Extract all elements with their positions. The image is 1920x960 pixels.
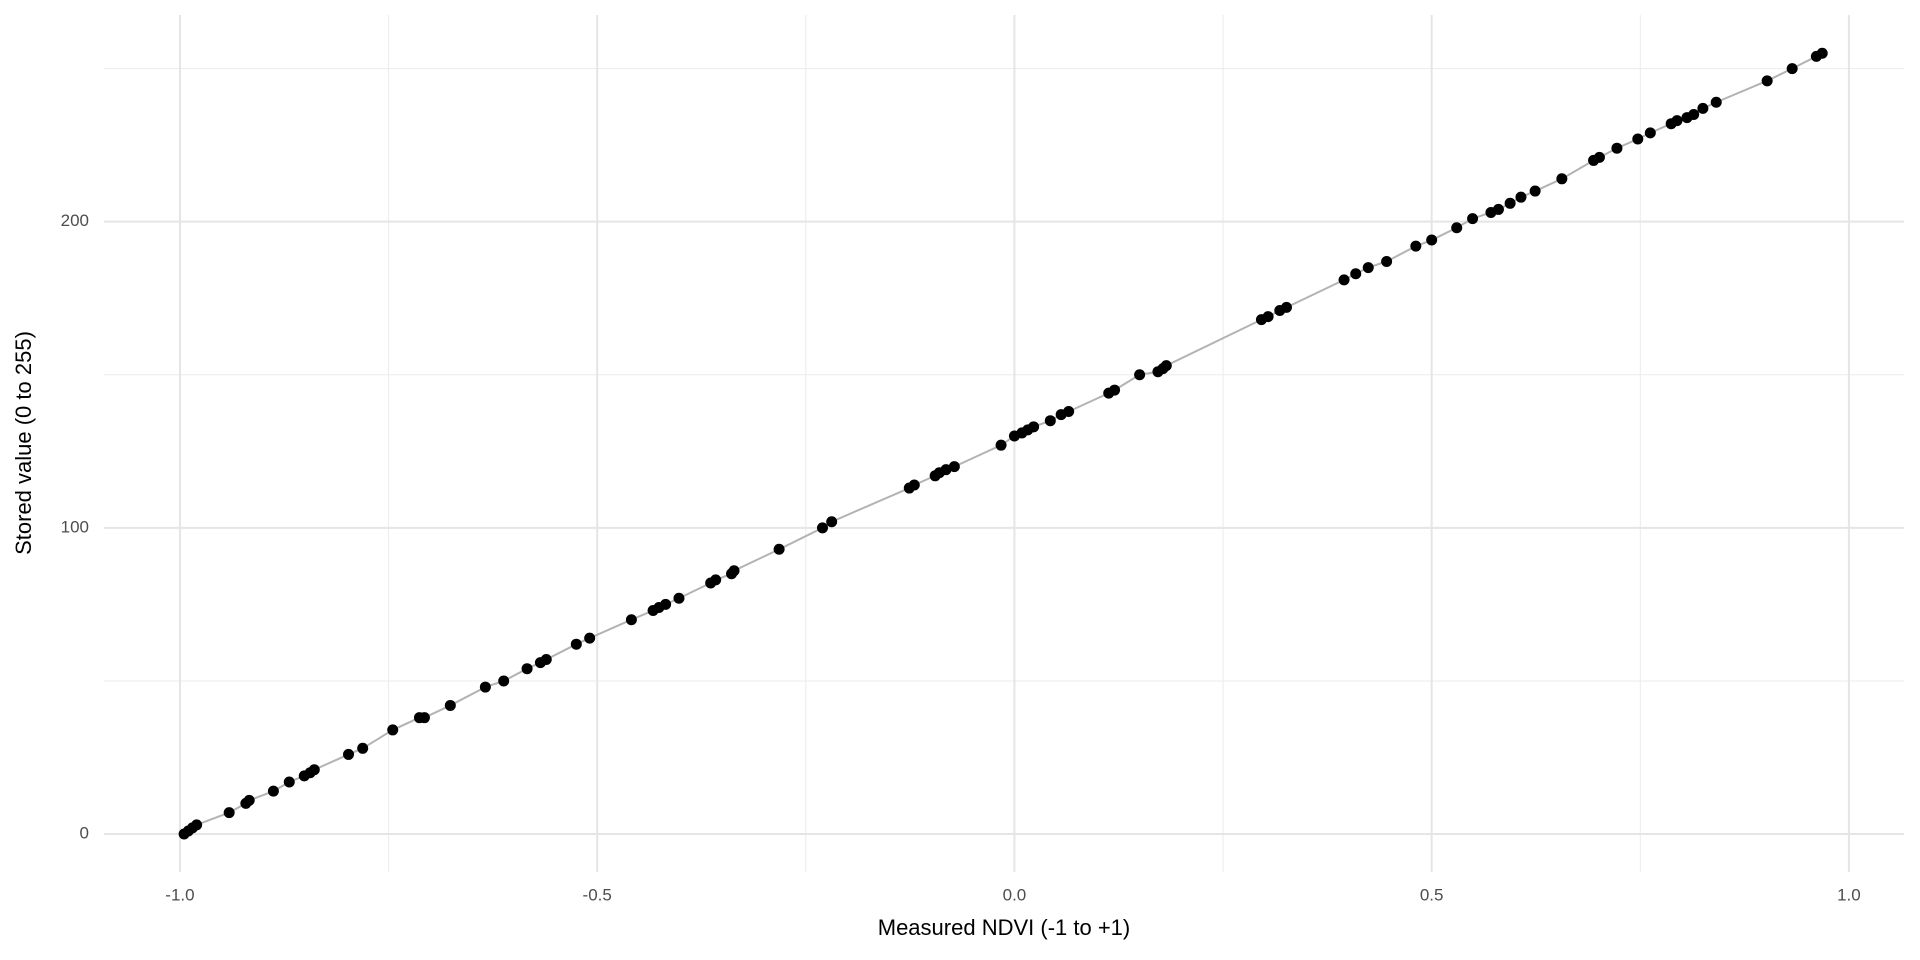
point	[1688, 109, 1700, 121]
point	[1451, 222, 1463, 234]
point	[625, 614, 637, 626]
point	[1556, 173, 1568, 185]
point	[1262, 311, 1274, 323]
point	[908, 479, 920, 491]
point	[1761, 75, 1773, 87]
y-tick-label: 0	[80, 824, 89, 843]
point	[243, 794, 255, 806]
point	[357, 742, 369, 754]
point	[728, 565, 740, 577]
point	[1632, 133, 1644, 145]
point	[1109, 384, 1121, 396]
point	[1410, 240, 1422, 252]
point	[948, 461, 960, 473]
point	[1697, 102, 1709, 114]
x-tick-label: -1.0	[165, 885, 194, 904]
point	[940, 464, 952, 476]
point	[673, 592, 685, 604]
point	[826, 516, 838, 528]
point	[584, 632, 596, 644]
x-tick-label: -0.5	[583, 885, 612, 904]
point	[418, 712, 430, 724]
point	[1362, 262, 1374, 274]
point	[1786, 63, 1798, 75]
point	[1044, 415, 1056, 427]
point	[1338, 274, 1350, 286]
point	[1671, 115, 1683, 127]
y-tick-label: 100	[61, 517, 89, 536]
y-axis-title: Stored value (0 to 255)	[11, 331, 36, 555]
point	[540, 654, 552, 666]
point	[1504, 197, 1516, 209]
point	[498, 675, 510, 687]
point	[816, 522, 828, 534]
point	[444, 699, 456, 711]
point	[1644, 127, 1656, 139]
point	[479, 681, 491, 693]
point	[308, 764, 320, 776]
y-tick-label: 200	[61, 211, 89, 230]
point	[570, 638, 582, 650]
point	[267, 785, 279, 797]
x-tick-label: 0.0	[1003, 885, 1027, 904]
point	[191, 819, 203, 831]
point	[1529, 185, 1541, 197]
point	[387, 724, 399, 736]
point	[343, 748, 355, 760]
point	[1134, 369, 1146, 381]
x-axis-title: Measured NDVI (-1 to +1)	[878, 915, 1130, 940]
point	[521, 663, 533, 675]
point	[1611, 142, 1623, 154]
point	[223, 807, 235, 819]
point	[1381, 255, 1393, 267]
point	[1280, 301, 1292, 313]
point	[773, 543, 785, 555]
point	[1492, 203, 1504, 215]
point	[1028, 421, 1040, 433]
point	[1350, 268, 1362, 280]
point	[1160, 360, 1172, 372]
point	[1063, 406, 1075, 418]
point	[1816, 47, 1828, 59]
point	[660, 598, 672, 610]
point	[1710, 96, 1722, 108]
point	[1426, 234, 1438, 246]
point	[995, 439, 1007, 451]
point	[283, 776, 295, 788]
x-tick-label: 1.0	[1837, 885, 1861, 904]
point	[1467, 213, 1479, 225]
point	[1515, 191, 1527, 203]
point	[1593, 151, 1605, 163]
point	[710, 574, 722, 586]
x-tick-label: 0.5	[1420, 885, 1444, 904]
